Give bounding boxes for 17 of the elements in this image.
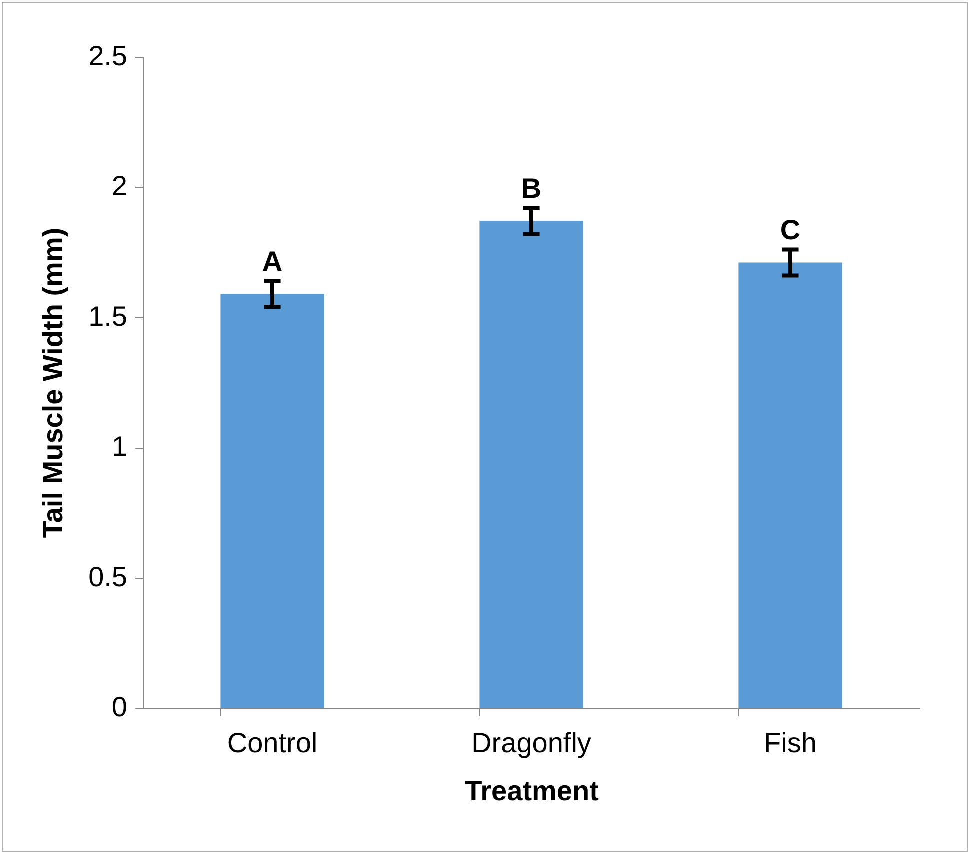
y-tick-label: 0.5 [88, 561, 128, 592]
x-tick-label: Dragonfly [472, 728, 592, 758]
y-tick-label: 1.5 [88, 300, 128, 332]
annotation: C [780, 214, 801, 246]
y-tick-label: 1 [112, 431, 128, 462]
bar [738, 262, 842, 708]
y-tick-label: 0 [112, 692, 128, 722]
y-tick-label: 2.5 [88, 40, 128, 72]
annotation: A [262, 246, 283, 277]
bar [480, 221, 584, 708]
bar [220, 294, 324, 708]
x-axis-title: Treatment [465, 776, 599, 806]
x-tick-label: Fish [764, 728, 817, 758]
y-axis-title: Tail Muscle Width (mm) [38, 228, 69, 538]
annotation: B [521, 173, 542, 204]
y-tick-label: 2 [112, 170, 128, 202]
x-tick-label: Control [227, 728, 318, 758]
